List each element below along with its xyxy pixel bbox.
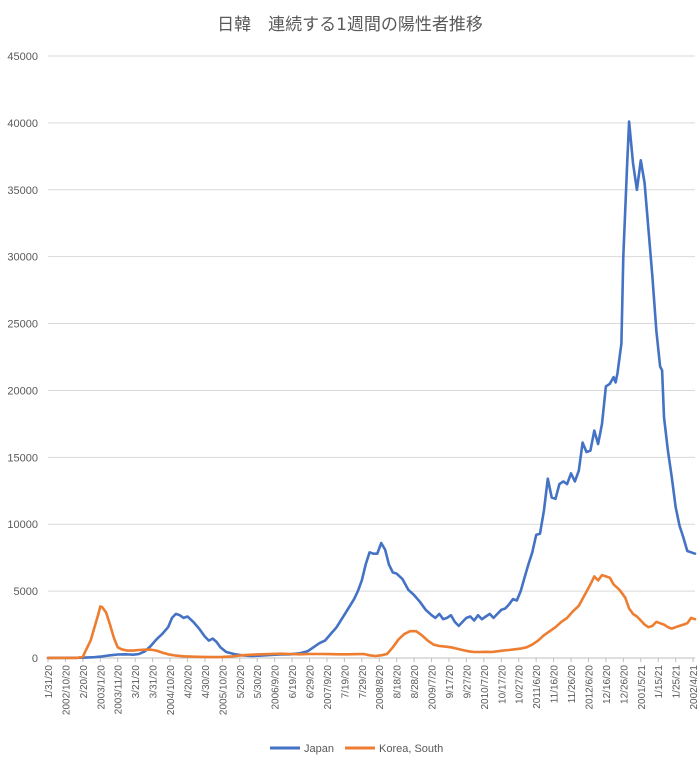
x-axis-ticks: 1/31/20 2002/10/20 2/20/20 2003/1/20 2003/11… [44, 658, 700, 715]
x-tick-label: 1/15/21 [654, 665, 665, 699]
y-tick-label: 35000 [7, 185, 38, 197]
x-tick-label: 11/16/20 [550, 665, 561, 704]
x-tick-label: 3/31/20 [149, 665, 160, 699]
x-tick-label: 2009/7/20 [428, 665, 439, 710]
chart-title: 日韓 連続する1週間の陽性者推移 [217, 15, 483, 35]
series-line-korea-south [46, 573, 697, 660]
y-tick-label: 15000 [7, 452, 38, 464]
x-tick-label: 2/20/20 [79, 665, 90, 699]
x-tick-label: 11/26/20 [567, 665, 578, 704]
y-tick-label: 25000 [7, 319, 38, 331]
x-tick-label: 2002/10/20 [61, 665, 72, 715]
x-tick-label: 6/29/20 [306, 665, 317, 699]
x-tick-label: 10/17/20 [497, 665, 508, 704]
x-tick-label: 2001/5/21 [637, 665, 648, 710]
legend-label-korea-south: Korea, South [379, 743, 443, 755]
x-tick-label: 1/31/20 [44, 665, 55, 699]
x-tick-label: 5/20/20 [236, 665, 247, 699]
x-tick-label: 2004/10/20 [166, 665, 177, 715]
x-tick-label: 7/29/20 [358, 665, 369, 699]
legend-label-japan: Japan [304, 743, 334, 755]
x-tick-label: 2002/4/21 [689, 665, 700, 710]
x-tick-label: 3/21/20 [131, 665, 142, 699]
x-tick-label: 4/30/20 [201, 665, 212, 699]
y-tick-label: 30000 [7, 252, 38, 264]
x-tick-label: 1/25/21 [672, 665, 683, 699]
y-axis-ticks: 0 5000 10000 15000 20000 25000 30000 35000 40000… [7, 51, 38, 665]
x-tick-label: 2003/1/20 [96, 665, 107, 710]
x-tick-label: 12/26/20 [619, 665, 630, 704]
x-tick-label: 2005/10/20 [218, 665, 229, 715]
x-tick-label: 4/20/20 [183, 665, 194, 699]
y-tick-label: 20000 [7, 385, 38, 397]
y-tick-label: 45000 [7, 51, 38, 63]
x-tick-label: 2011/6/20 [532, 665, 543, 709]
x-tick-label: 8/18/20 [393, 665, 404, 699]
y-tick-label: 5000 [14, 586, 38, 598]
x-tick-label: 7/19/20 [340, 665, 351, 699]
x-tick-label: 2006/9/20 [271, 665, 282, 710]
x-tick-label: 8/28/20 [410, 665, 421, 699]
x-tick-label: 2008/8/20 [375, 665, 386, 710]
y-tick-label: 0 [32, 653, 38, 665]
x-tick-label: 2003/11/20 [114, 665, 125, 715]
gridlines [48, 55, 695, 659]
x-tick-label: 9/17/20 [445, 665, 456, 699]
x-tick-label: 2010/7/20 [480, 665, 491, 710]
series-line-japan [46, 120, 697, 660]
x-tick-label: 2012/6/20 [584, 665, 595, 710]
x-tick-label: 2007/9/20 [323, 665, 334, 710]
x-tick-label: 5/30/20 [253, 665, 264, 699]
y-tick-label: 40000 [7, 118, 38, 130]
series-lines [46, 120, 697, 660]
y-tick-label: 10000 [7, 519, 38, 531]
x-tick-label: 12/16/20 [602, 665, 613, 704]
x-tick-label: 10/27/20 [515, 665, 526, 704]
x-tick-label: 9/27/20 [462, 665, 473, 699]
x-tick-label: 6/19/20 [288, 665, 299, 699]
legend: Japan Korea, South [270, 743, 443, 755]
